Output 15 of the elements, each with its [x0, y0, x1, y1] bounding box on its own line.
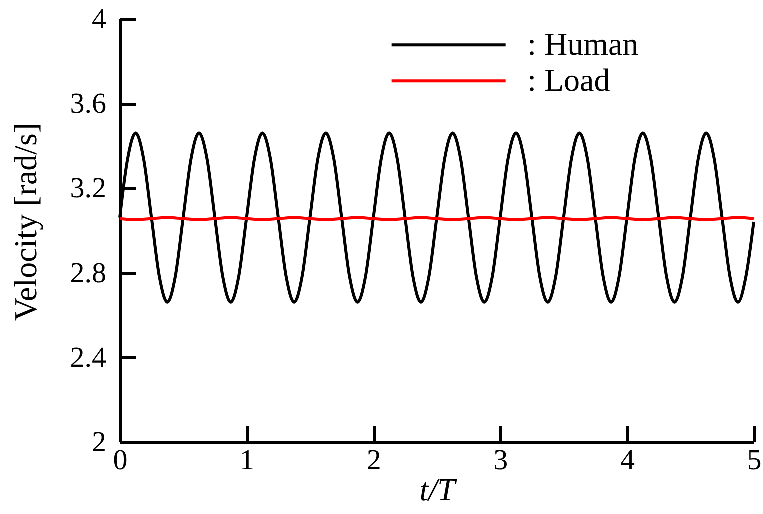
y-tick-label: 2.8 — [70, 257, 106, 290]
y-tick-label: 2.4 — [70, 342, 107, 374]
x-tick-label: 0 — [113, 444, 128, 476]
x-tick-label: 4 — [620, 444, 636, 476]
legend-label: : Human — [528, 26, 639, 62]
x-tick-label: 1 — [240, 444, 255, 476]
y-tick-label: 3.2 — [70, 172, 106, 205]
x-axis-title: t/T — [420, 472, 458, 508]
y-tick-label: 4 — [92, 4, 107, 36]
x-tick-label: 2 — [366, 444, 382, 476]
legend-label: : Load — [528, 62, 610, 98]
y-tick-label: 3.6 — [70, 88, 106, 120]
x-tick-label: 5 — [747, 444, 762, 476]
y-axis-title: Velocity [rad/s] — [7, 122, 44, 322]
x-tick-label: 3 — [494, 444, 508, 476]
